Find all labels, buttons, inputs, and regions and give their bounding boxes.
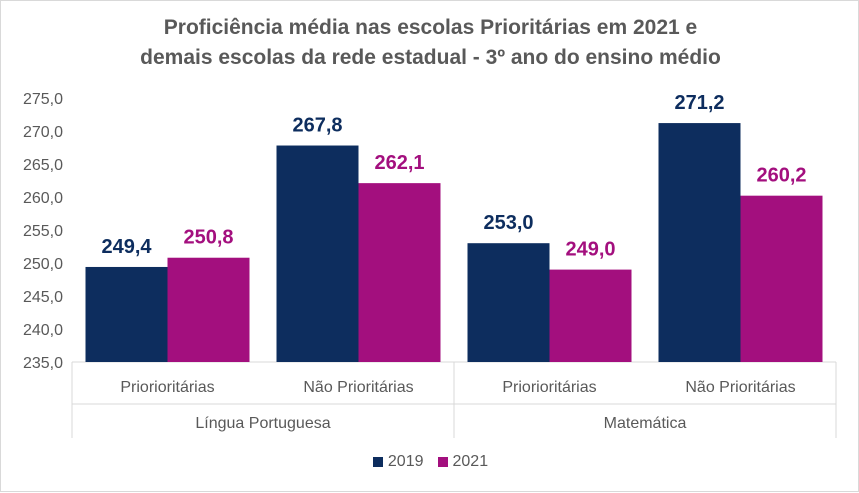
- y-tick-label: 250,0: [23, 256, 63, 273]
- bar-2021: [549, 269, 632, 362]
- x-tick-label: Não Prioritárias: [303, 379, 413, 396]
- group-label: Língua Portuguesa: [195, 415, 330, 432]
- legend: 2019 2021: [1, 453, 859, 471]
- data-label-2019: 253,0: [483, 212, 533, 234]
- bar-2019: [85, 266, 168, 362]
- y-tick-label: 265,0: [23, 157, 63, 174]
- group-label: Matemática: [604, 415, 687, 432]
- data-label-2019: 249,4: [101, 236, 152, 258]
- x-tick-label: Priorioritárias: [120, 379, 214, 396]
- legend-swatch-2021: [437, 457, 448, 467]
- chart-title-line-1: Proficiência média nas escolas Prioritár…: [163, 16, 698, 39]
- bar-2021: [740, 195, 823, 362]
- y-tick-label: 260,0: [23, 190, 63, 207]
- legend-item-2019: 2019: [372, 453, 424, 471]
- bar-2021: [358, 183, 441, 362]
- data-label-2021: 262,1: [374, 152, 424, 174]
- y-tick-label: 235,0: [23, 355, 63, 372]
- data-label-2021: 260,2: [756, 165, 806, 187]
- legend-item-2021: 2021: [437, 453, 489, 471]
- bar-2021: [167, 257, 250, 362]
- data-label-2021: 250,8: [183, 227, 233, 249]
- legend-label-2021: 2021: [452, 453, 489, 470]
- bar-2019: [276, 145, 359, 362]
- bar-2019: [658, 123, 741, 362]
- y-tick-label: 255,0: [23, 223, 63, 240]
- chart-title-line-2: demais escolas da rede estadual - 3º ano…: [140, 46, 721, 69]
- x-tick-label: Não Prioritárias: [685, 379, 795, 396]
- bar-2019: [467, 243, 550, 362]
- y-tick-label: 270,0: [23, 124, 63, 141]
- data-label-2021: 249,0: [565, 239, 615, 261]
- y-tick-label: 240,0: [23, 322, 63, 339]
- y-tick-label: 275,0: [23, 91, 63, 108]
- legend-label-2019: 2019: [387, 453, 424, 470]
- data-label-2019: 271,2: [674, 92, 724, 114]
- data-label-2019: 267,8: [292, 115, 342, 137]
- y-tick-label: 245,0: [23, 289, 63, 306]
- x-tick-label: Priorioritárias: [502, 379, 596, 396]
- chart-title: Proficiência média nas escolas Prioritár…: [1, 13, 859, 73]
- legend-swatch-2019: [372, 457, 383, 467]
